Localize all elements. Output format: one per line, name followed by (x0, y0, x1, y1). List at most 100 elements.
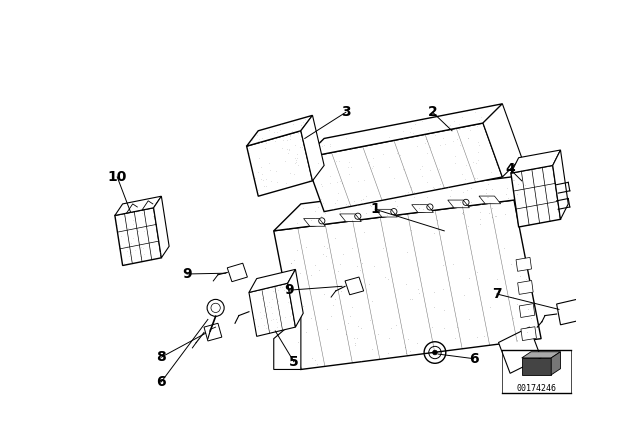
Point (273, 286, 284, 293)
Point (364, 316, 374, 323)
Point (286, 259, 296, 267)
Point (310, 356, 321, 363)
Point (463, 315, 474, 323)
Polygon shape (412, 205, 433, 212)
Point (290, 142, 300, 149)
Point (463, 134, 473, 141)
Point (321, 252, 332, 259)
Point (330, 296, 340, 303)
Point (292, 154, 302, 161)
Text: 9: 9 (182, 267, 192, 281)
Text: 8: 8 (157, 350, 166, 364)
Point (364, 159, 374, 166)
Point (436, 185, 446, 192)
Point (452, 323, 462, 331)
Point (271, 315, 281, 322)
Point (139, 208, 149, 215)
Point (341, 330, 351, 337)
Point (471, 159, 481, 167)
Point (356, 196, 367, 203)
Point (401, 349, 412, 357)
Point (361, 210, 371, 217)
Point (319, 141, 329, 148)
Point (508, 293, 518, 301)
Point (499, 211, 509, 218)
Point (492, 276, 502, 283)
Point (512, 336, 522, 344)
Point (343, 202, 353, 209)
Point (298, 204, 308, 211)
Point (388, 194, 398, 201)
Point (476, 201, 486, 208)
Point (136, 243, 146, 250)
Point (122, 247, 132, 254)
Point (454, 126, 464, 133)
Point (283, 149, 293, 156)
Point (284, 147, 294, 154)
Point (289, 159, 300, 166)
Point (456, 210, 467, 217)
Point (439, 306, 449, 314)
Point (400, 191, 410, 198)
Point (299, 217, 309, 224)
Polygon shape (246, 116, 312, 146)
Point (260, 144, 271, 151)
Point (277, 144, 287, 151)
Point (355, 256, 365, 263)
Polygon shape (115, 208, 161, 266)
Point (282, 298, 292, 306)
Point (316, 212, 326, 219)
Point (124, 252, 134, 259)
Point (454, 121, 465, 128)
Point (301, 328, 311, 335)
Point (261, 139, 271, 146)
Point (333, 267, 343, 275)
Point (474, 139, 484, 146)
Point (335, 207, 346, 214)
Point (404, 295, 415, 302)
Point (253, 322, 263, 329)
Polygon shape (305, 104, 502, 158)
Point (139, 228, 149, 235)
Point (296, 121, 306, 128)
Point (522, 328, 532, 335)
Point (503, 195, 513, 202)
Point (268, 309, 278, 316)
Point (291, 157, 301, 164)
Point (128, 234, 138, 241)
Point (429, 289, 439, 296)
Point (253, 135, 264, 142)
Point (344, 171, 354, 178)
Text: 7: 7 (492, 287, 502, 301)
Point (266, 316, 276, 323)
Circle shape (433, 350, 437, 355)
Point (271, 327, 282, 335)
Point (482, 194, 492, 201)
Point (295, 136, 305, 143)
Point (449, 152, 460, 159)
Point (274, 306, 284, 313)
Point (458, 189, 468, 196)
Point (390, 321, 401, 328)
Point (417, 117, 428, 124)
Point (513, 180, 524, 187)
Point (483, 194, 493, 201)
Point (427, 323, 437, 331)
Point (422, 194, 433, 201)
Point (136, 253, 146, 260)
Point (435, 142, 445, 149)
Point (316, 139, 326, 146)
Point (387, 324, 397, 332)
Point (294, 125, 305, 133)
Point (461, 187, 472, 194)
Point (148, 212, 159, 219)
Point (319, 290, 329, 297)
Point (460, 291, 470, 298)
Point (481, 189, 492, 196)
Point (317, 142, 327, 150)
Point (383, 349, 393, 356)
Point (486, 185, 497, 192)
Point (395, 151, 405, 159)
Point (358, 200, 369, 207)
Point (272, 318, 282, 325)
